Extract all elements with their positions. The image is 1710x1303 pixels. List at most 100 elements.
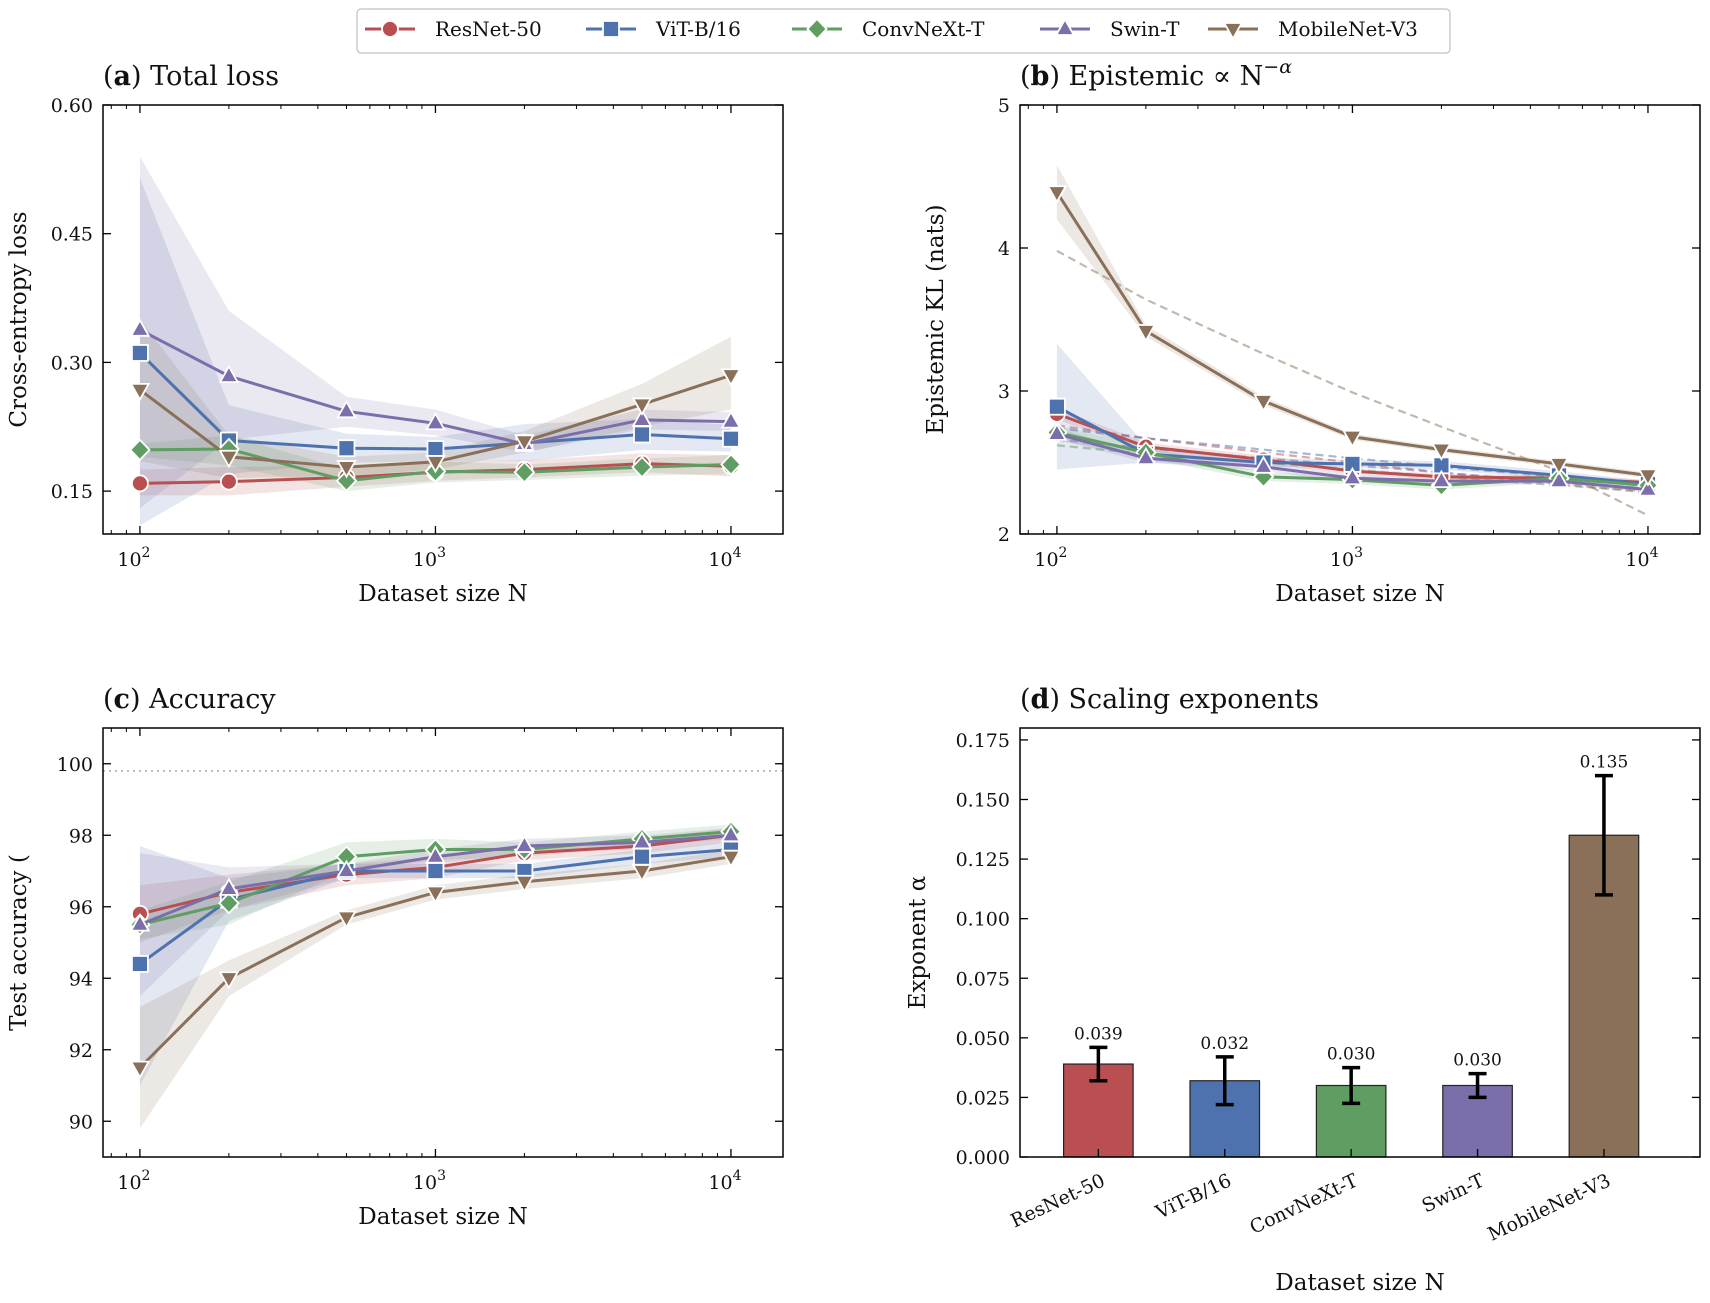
panel-title-tag: c — [114, 684, 130, 715]
data-point-mobilenet-v3 — [514, 434, 535, 453]
confidence-band-swin-t — [139, 828, 731, 997]
data-point-convnext-t — [631, 455, 653, 479]
data-point-swin-t — [720, 410, 742, 429]
data-point-swin-t — [1548, 469, 1570, 488]
x-axis-label-a: Dataset size N — [358, 581, 527, 607]
data-point-vit-b-16 — [1048, 397, 1066, 416]
panel-title-open: ( — [103, 684, 114, 715]
data-point-convnext-t — [129, 438, 151, 462]
data-point-mobilenet-v3 — [129, 382, 151, 402]
y-tick-label: 94 — [69, 968, 93, 990]
legend-label-vit-b-16: ViT-B/16 — [655, 17, 741, 41]
data-point-mobilenet-v3 — [720, 368, 742, 387]
bar-value-label-resnet-50: 0.039 — [1074, 1024, 1123, 1044]
data-point-convnext-t — [218, 891, 240, 915]
legend-marker-mobilenet-v3 — [1222, 22, 1244, 41]
data-point-mobilenet-v3 — [1431, 442, 1452, 462]
panel-title-close: ) Epistemic ∝ N — [1049, 61, 1263, 92]
data-point-vit-b-16 — [131, 344, 149, 362]
panel-title-tag: a — [114, 61, 132, 92]
data-point-swin-t — [1046, 422, 1068, 441]
y-tick-label: 0.30 — [51, 352, 93, 374]
data-point-mobilenet-v3 — [720, 849, 742, 869]
y-tick-label: 2 — [998, 524, 1010, 546]
data-point-mobilenet-v3 — [1135, 324, 1157, 343]
x-tick-exponent: 4 — [733, 1168, 742, 1184]
y-tick-label: 0.075 — [956, 968, 1010, 990]
axes-frame-d — [1019, 727, 1701, 1158]
data-point-swin-t — [336, 859, 357, 878]
axes-frame-c — [102, 727, 784, 1158]
y-tick-label: 4 — [998, 238, 1010, 260]
panel-title-close: ) Scaling exponents — [1049, 684, 1319, 715]
legend-label-swin-t: Swin-T — [1110, 17, 1180, 41]
legend-entry-mobilenet-v3: MobileNet-V3 — [1208, 17, 1418, 41]
x-tick-label: 104 — [708, 1168, 741, 1194]
y-axis-label-d: Exponent α — [905, 876, 931, 1010]
panel-d-scaling-exponents: (d) Scaling exponents Exponent α Dataset s… — [905, 684, 1701, 1296]
data-point-vit-b-16 — [633, 847, 651, 866]
data-point-resnet-50 — [219, 472, 238, 491]
data-point-swin-t — [720, 823, 742, 843]
data-point-convnext-t — [513, 460, 536, 484]
data-point-swin-t — [425, 845, 446, 864]
data-point-mobilenet-v3 — [1548, 457, 1570, 476]
data-point-swin-t — [1431, 469, 1452, 488]
panel-title-close: ) Total loss — [131, 61, 279, 92]
data-point-swin-t — [425, 411, 446, 431]
data-point-vit-b-16 — [426, 862, 445, 880]
data-point-mobilenet-v3 — [336, 910, 357, 929]
data-point-mobilenet-v3 — [631, 864, 653, 883]
bar-value-label-swin-t: 0.030 — [1453, 1051, 1502, 1071]
legend-entry-resnet-50: ResNet-50 — [365, 17, 542, 41]
data-point-resnet-50 — [131, 474, 149, 493]
y-tick-label: 90 — [69, 1111, 93, 1133]
y-tick-label: 0.125 — [956, 849, 1010, 871]
x-tick-exponent: 4 — [1650, 545, 1659, 561]
x-tick-label: 103 — [413, 545, 446, 571]
y-tick-label: 92 — [69, 1040, 93, 1062]
y-tick-label: 100 — [57, 754, 93, 776]
x-tick-label: 102 — [117, 545, 150, 571]
x-tick-exponent: 3 — [1354, 545, 1363, 561]
legend: ResNet-50 ViT-B/16 ConvNeXt-T Swin-T MobileN… — [356, 8, 1451, 54]
x-axis-label-c: Dataset size N — [358, 1204, 527, 1230]
panel-title-superscript: −α — [1263, 56, 1292, 78]
y-axis-label-a: Cross-entropy loss — [6, 211, 32, 427]
legend-label-convnext-t: ConvNeXt-T — [862, 17, 985, 41]
plot-area-c — [103, 770, 783, 1129]
legend-label-mobilenet-v3: MobileNet-V3 — [1278, 17, 1418, 41]
panel-title-tag: b — [1031, 61, 1050, 92]
bar-value-label-vit-b-16: 0.032 — [1200, 1034, 1249, 1054]
plot-area-a — [129, 156, 742, 526]
data-point-mobilenet-v3 — [1342, 429, 1363, 449]
x-tick-label-convnext-t: ConvNeXt-T — [1246, 1169, 1361, 1238]
x-tick-label: 102 — [117, 1168, 150, 1194]
panel-title-b: (b) Epistemic ∝ N−α — [1020, 56, 1292, 92]
data-point-mobilenet-v3 — [425, 885, 446, 904]
bar-value-label-convnext-t: 0.030 — [1327, 1045, 1376, 1065]
x-axis-label-b: Dataset size N — [1275, 581, 1444, 607]
y-tick-label: 0.150 — [956, 790, 1010, 812]
data-point-mobilenet-v3 — [631, 397, 653, 416]
y-tick-label: 0.100 — [956, 909, 1010, 931]
legend-entry-swin-t: Swin-T — [1040, 17, 1180, 41]
y-tick-label: 5 — [998, 95, 1010, 117]
data-point-swin-t — [514, 834, 535, 853]
legend-marker-vit-b-16 — [602, 20, 620, 38]
panel-title-open: ( — [103, 61, 114, 92]
y-tick-label: 0.025 — [956, 1087, 1010, 1109]
x-tick-label-swin-t: Swin-T — [1419, 1169, 1488, 1217]
data-point-vit-b-16 — [633, 425, 651, 444]
bar-value-label-mobilenet-v3: 0.135 — [1580, 753, 1629, 773]
panel-a-total-loss: (a) Total loss Dataset size N Cross-entrop… — [6, 61, 784, 607]
legend-frame — [356, 8, 1451, 54]
data-point-swin-t — [1637, 478, 1659, 497]
legend-marker-resnet-50 — [381, 20, 399, 38]
y-tick-label: 0.050 — [956, 1028, 1010, 1050]
x-tick-label-vit-b-16: ViT-B/16 — [1152, 1170, 1235, 1224]
axes-frame-a — [102, 104, 784, 535]
legend-entry-vit-b-16: ViT-B/16 — [586, 17, 741, 41]
y-tick-label: 0.15 — [51, 481, 93, 503]
confidence-band-resnet-50 — [139, 828, 731, 943]
